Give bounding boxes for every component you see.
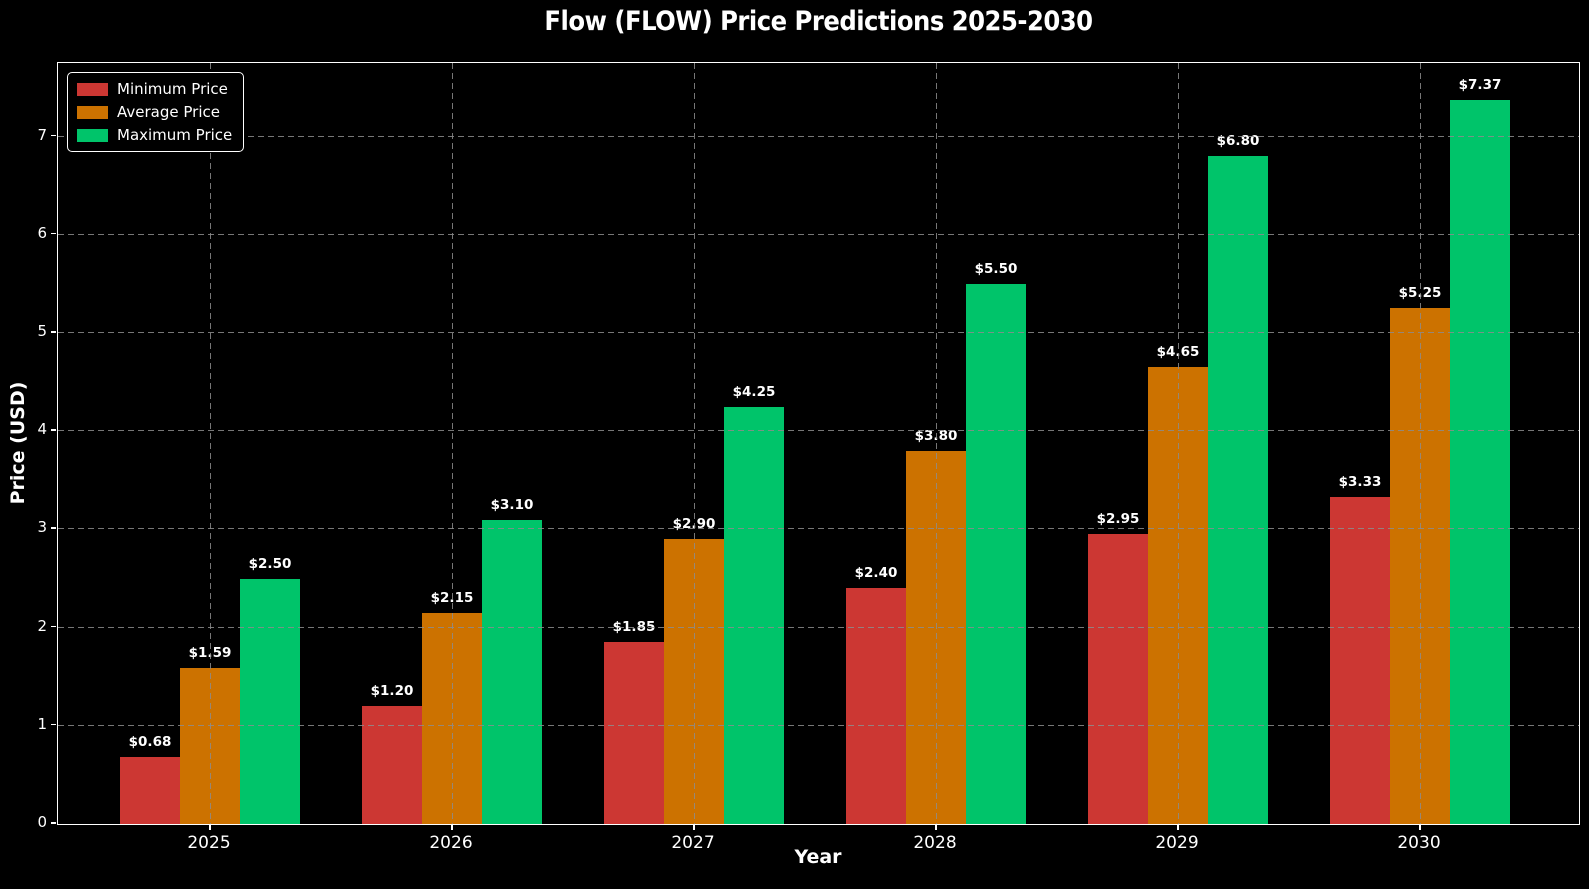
bar-average-price-2027 bbox=[664, 539, 724, 824]
chart-title: Flow (FLOW) Price Predictions 2025-2030 bbox=[544, 6, 1093, 37]
bar-value-label: $2.95 bbox=[1096, 511, 1140, 528]
x-tick-label: 2029 bbox=[1155, 833, 1199, 853]
bar-maximum-price-2028 bbox=[966, 283, 1026, 824]
bar-minimum-price-2029 bbox=[1088, 534, 1148, 824]
bar-value-label: $7.37 bbox=[1458, 77, 1502, 94]
legend-item-maximum-price: Maximum Price bbox=[77, 126, 232, 144]
legend-label: Average Price bbox=[117, 103, 220, 121]
y-tick-label: 5 bbox=[37, 322, 47, 340]
bar-maximum-price-2027 bbox=[724, 406, 784, 824]
bar-value-label: $1.85 bbox=[612, 619, 656, 636]
y-tick-label: 0 bbox=[37, 813, 47, 831]
y-tick-label: 2 bbox=[37, 616, 47, 635]
x-tick-label: 2027 bbox=[671, 833, 715, 853]
y-tick-mark bbox=[51, 232, 56, 235]
y-tick-label: 6 bbox=[37, 223, 47, 242]
bar-value-label: $5.25 bbox=[1398, 285, 1442, 302]
legend-item-average-price: Average Price bbox=[77, 103, 232, 121]
y-tick-mark bbox=[51, 625, 56, 628]
legend-item-minimum-price: Minimum Price bbox=[77, 80, 232, 98]
y-tick-mark bbox=[51, 723, 56, 726]
y-tick-label: 3 bbox=[37, 518, 47, 537]
bar-value-label: $1.59 bbox=[188, 644, 232, 661]
bar-value-label: $2.50 bbox=[248, 555, 292, 572]
x-tick-mark bbox=[1177, 825, 1179, 830]
x-tick-label: 2028 bbox=[913, 833, 957, 853]
y-tick-label: 7 bbox=[37, 125, 47, 144]
bar-maximum-price-2029 bbox=[1208, 156, 1268, 824]
y-tick-label: 4 bbox=[37, 420, 47, 439]
legend-swatch bbox=[77, 82, 108, 96]
bar-value-label: $0.68 bbox=[128, 734, 172, 751]
bars-layer: $0.68 $1.59 $2.50 $1.20 $2.15 $3.10 $1.85 $2.90… bbox=[58, 63, 1579, 824]
bar-average-price-2029 bbox=[1148, 367, 1208, 824]
bar-value-label: $2.90 bbox=[672, 516, 716, 533]
bar-value-label: $1.20 bbox=[370, 683, 414, 700]
x-tick-mark bbox=[1419, 825, 1421, 830]
x-tick-label: 2026 bbox=[429, 833, 473, 853]
bar-average-price-2026 bbox=[422, 612, 482, 824]
x-tick-label: 2025 bbox=[187, 833, 231, 853]
x-axis-title: Year bbox=[794, 846, 842, 868]
bar-minimum-price-2028 bbox=[846, 588, 906, 824]
y-tick-label: 1 bbox=[37, 714, 47, 733]
y-tick-mark bbox=[51, 331, 56, 333]
bar-minimum-price-2026 bbox=[362, 706, 422, 824]
bar-maximum-price-2025 bbox=[240, 578, 300, 824]
legend-swatch bbox=[77, 105, 108, 119]
plot-area: $0.68 $1.59 $2.50 $1.20 $2.15 $3.10 $1.85 $2.90… bbox=[57, 62, 1580, 825]
y-tick-mark bbox=[51, 822, 56, 824]
bar-value-label: $3.80 bbox=[914, 427, 958, 444]
y-tick-mark bbox=[51, 527, 56, 529]
bar-value-label: $6.80 bbox=[1216, 133, 1260, 150]
y-tick-mark bbox=[51, 134, 56, 137]
bar-value-label: $4.25 bbox=[732, 383, 776, 400]
x-tick-label: 2030 bbox=[1397, 833, 1441, 853]
legend: Minimum Price Average Price Maximum Price bbox=[67, 72, 245, 152]
bar-maximum-price-2030 bbox=[1450, 100, 1510, 824]
x-tick-mark bbox=[935, 825, 937, 830]
bar-minimum-price-2025 bbox=[120, 757, 180, 824]
bar-value-label: $3.10 bbox=[490, 496, 534, 513]
bar-value-label: $4.65 bbox=[1156, 344, 1200, 361]
bar-average-price-2025 bbox=[180, 667, 240, 824]
y-tick-mark bbox=[51, 429, 56, 431]
bar-minimum-price-2027 bbox=[604, 642, 664, 824]
legend-swatch bbox=[77, 128, 108, 142]
bar-maximum-price-2026 bbox=[482, 519, 542, 824]
y-axis-title: Price (USD) bbox=[7, 381, 29, 505]
bar-value-label: $2.40 bbox=[854, 565, 898, 582]
bar-value-label: $2.15 bbox=[430, 589, 474, 606]
x-tick-mark bbox=[693, 825, 695, 830]
x-tick-mark bbox=[209, 825, 211, 830]
bar-value-label: $5.50 bbox=[974, 260, 1018, 277]
x-tick-mark bbox=[451, 825, 453, 830]
legend-label: Minimum Price bbox=[117, 80, 228, 98]
bar-value-label: $3.33 bbox=[1338, 473, 1382, 490]
bar-average-price-2028 bbox=[906, 450, 966, 824]
legend-label: Maximum Price bbox=[117, 126, 233, 144]
bar-minimum-price-2030 bbox=[1330, 497, 1390, 824]
bar-average-price-2030 bbox=[1390, 308, 1450, 824]
